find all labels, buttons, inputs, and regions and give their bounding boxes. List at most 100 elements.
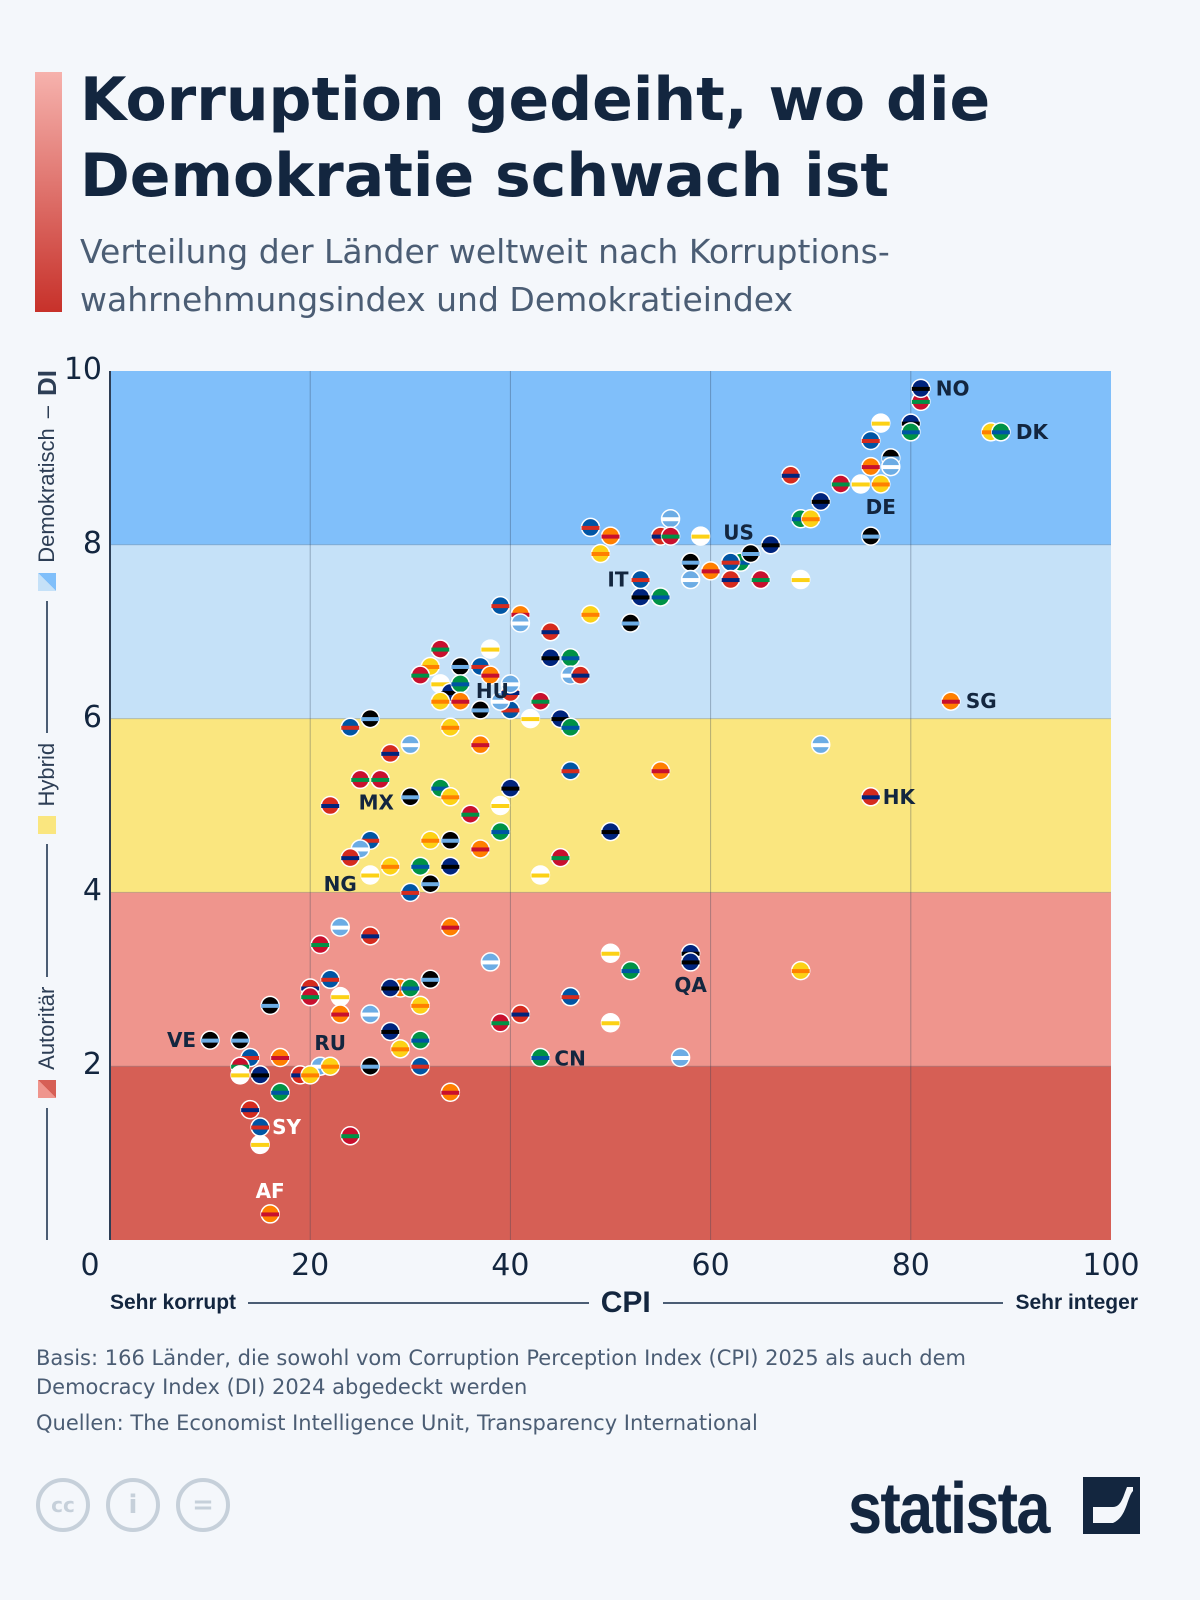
data-point[interactable] bbox=[380, 978, 401, 998]
data-point[interactable] bbox=[470, 839, 491, 859]
data-point[interactable] bbox=[410, 665, 431, 685]
data-point[interactable] bbox=[490, 821, 511, 842]
data-point[interactable] bbox=[760, 535, 781, 555]
data-point[interactable] bbox=[260, 995, 280, 1016]
data-point[interactable] bbox=[810, 491, 831, 512]
data-point[interactable] bbox=[490, 595, 511, 616]
data-point[interactable] bbox=[440, 917, 461, 937]
data-point[interactable] bbox=[670, 1047, 691, 1068]
data-point[interactable] bbox=[470, 700, 491, 720]
cc-icon[interactable]: cc bbox=[36, 1478, 90, 1532]
data-point-mx[interactable] bbox=[370, 769, 391, 790]
data-point-ve[interactable] bbox=[200, 1030, 220, 1050]
data-point[interactable] bbox=[650, 587, 671, 607]
data-point[interactable] bbox=[600, 1013, 621, 1033]
data-point[interactable] bbox=[400, 978, 421, 998]
data-point-dk[interactable] bbox=[991, 422, 1011, 442]
data-point[interactable] bbox=[400, 787, 421, 807]
data-point[interactable] bbox=[861, 430, 881, 451]
data-point[interactable] bbox=[270, 1082, 290, 1103]
data-point[interactable] bbox=[861, 526, 881, 546]
data-point[interactable] bbox=[560, 986, 581, 1007]
data-point[interactable] bbox=[300, 1065, 320, 1085]
data-point[interactable] bbox=[420, 830, 441, 851]
data-point[interactable] bbox=[410, 1056, 431, 1076]
data-point[interactable] bbox=[270, 1047, 290, 1068]
data-point[interactable] bbox=[851, 474, 871, 494]
data-point[interactable] bbox=[300, 986, 320, 1007]
data-point-de[interactable] bbox=[871, 474, 891, 494]
data-point-it[interactable] bbox=[630, 569, 651, 590]
data-point-sg[interactable] bbox=[941, 691, 961, 711]
nd-icon[interactable]: = bbox=[176, 1478, 230, 1532]
data-point[interactable] bbox=[240, 1099, 260, 1120]
data-point[interactable] bbox=[560, 760, 581, 781]
data-point[interactable] bbox=[800, 508, 821, 529]
data-point[interactable] bbox=[450, 656, 471, 677]
data-point[interactable] bbox=[790, 960, 811, 981]
data-point[interactable] bbox=[750, 569, 771, 590]
statista-logo[interactable]: statista bbox=[848, 1469, 1050, 1549]
data-point-us[interactable] bbox=[740, 543, 761, 564]
data-point[interactable] bbox=[350, 769, 370, 790]
data-point-qa[interactable] bbox=[680, 952, 701, 972]
data-point[interactable] bbox=[600, 821, 621, 842]
data-point[interactable] bbox=[540, 621, 561, 642]
data-point[interactable] bbox=[540, 648, 561, 668]
data-point[interactable] bbox=[790, 569, 811, 590]
data-point[interactable] bbox=[390, 1039, 411, 1059]
data-point[interactable] bbox=[490, 795, 511, 816]
data-point[interactable] bbox=[320, 969, 340, 990]
data-point[interactable] bbox=[250, 1065, 270, 1085]
data-point[interactable] bbox=[490, 1013, 511, 1033]
data-point[interactable] bbox=[360, 708, 381, 729]
data-point[interactable] bbox=[410, 856, 431, 877]
data-point[interactable] bbox=[600, 943, 621, 963]
data-point[interactable] bbox=[360, 1056, 381, 1076]
data-point[interactable] bbox=[510, 1004, 531, 1024]
data-point-sy[interactable] bbox=[250, 1117, 270, 1137]
data-point[interactable] bbox=[450, 674, 471, 694]
data-point[interactable] bbox=[600, 526, 621, 546]
data-point[interactable] bbox=[630, 587, 651, 607]
data-point[interactable] bbox=[430, 639, 451, 659]
data-point[interactable] bbox=[881, 456, 901, 477]
data-point-hu[interactable] bbox=[500, 674, 521, 694]
data-point[interactable] bbox=[380, 743, 401, 764]
data-point-af[interactable] bbox=[260, 1204, 280, 1224]
data-point[interactable] bbox=[510, 613, 531, 633]
data-point[interactable] bbox=[430, 691, 451, 711]
data-point[interactable] bbox=[420, 873, 441, 894]
data-point[interactable] bbox=[861, 456, 881, 477]
data-point[interactable] bbox=[500, 778, 521, 798]
data-point[interactable] bbox=[480, 952, 501, 972]
data-point[interactable] bbox=[250, 1134, 270, 1155]
data-point[interactable] bbox=[440, 856, 461, 877]
data-point[interactable] bbox=[380, 1021, 401, 1042]
data-point[interactable] bbox=[400, 734, 421, 755]
by-icon[interactable]: i bbox=[106, 1478, 160, 1532]
data-point[interactable] bbox=[680, 552, 701, 572]
data-point-ng[interactable] bbox=[360, 865, 381, 885]
data-point[interactable] bbox=[440, 787, 461, 807]
data-point[interactable] bbox=[810, 734, 831, 755]
data-point[interactable] bbox=[530, 691, 551, 711]
data-point[interactable] bbox=[550, 847, 571, 868]
data-point[interactable] bbox=[780, 465, 801, 486]
data-point[interactable] bbox=[480, 639, 501, 659]
data-point[interactable] bbox=[230, 1030, 250, 1050]
data-point-no[interactable] bbox=[911, 378, 931, 399]
data-point[interactable] bbox=[720, 569, 741, 590]
data-point-hk[interactable] bbox=[861, 787, 881, 807]
data-point[interactable] bbox=[440, 717, 461, 738]
data-point[interactable] bbox=[901, 422, 921, 442]
data-point[interactable] bbox=[620, 613, 641, 633]
data-point[interactable] bbox=[660, 508, 681, 529]
data-point[interactable] bbox=[620, 960, 641, 981]
data-point[interactable] bbox=[420, 969, 441, 990]
data-point[interactable] bbox=[520, 708, 541, 729]
data-point[interactable] bbox=[310, 934, 330, 955]
data-point[interactable] bbox=[340, 1125, 360, 1146]
data-point[interactable] bbox=[330, 1004, 350, 1024]
data-point[interactable] bbox=[380, 856, 401, 877]
